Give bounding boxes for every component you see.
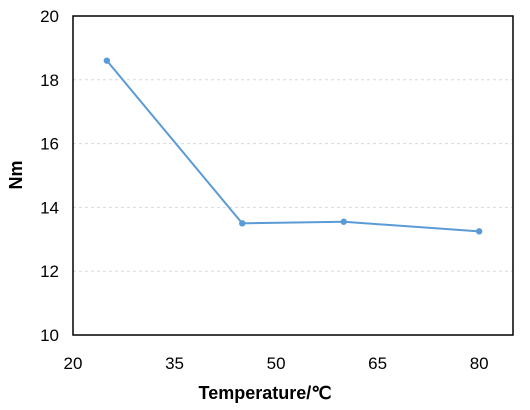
plot-area-frame (72, 15, 514, 336)
y-tick-label: 16 (40, 135, 59, 154)
x-tick-label: 50 (267, 354, 286, 373)
series-layer (103, 57, 483, 235)
data-point (239, 220, 246, 227)
y-axis-title: Nm (6, 160, 26, 189)
x-tick-label: 20 (64, 354, 83, 373)
y-tick-label: 20 (40, 7, 59, 26)
x-axis-ticks: 20 35 50 65 80 (64, 354, 489, 373)
x-tick-label: 65 (368, 354, 387, 373)
data-point (475, 228, 483, 235)
y-tick-label: 14 (40, 198, 59, 217)
y-axis-ticks: 10 12 14 16 18 20 (40, 7, 59, 345)
data-point (340, 218, 347, 225)
grid-lines (73, 79, 513, 272)
y-tick-label: 12 (40, 262, 59, 281)
data-point (103, 57, 111, 64)
x-tick-label: 80 (470, 354, 489, 373)
x-axis-title: Temperature/℃ (199, 383, 332, 403)
y-tick-label: 10 (40, 326, 59, 345)
y-tick-label: 18 (40, 71, 59, 90)
series-line (106, 60, 480, 233)
x-tick-label: 35 (165, 354, 184, 373)
